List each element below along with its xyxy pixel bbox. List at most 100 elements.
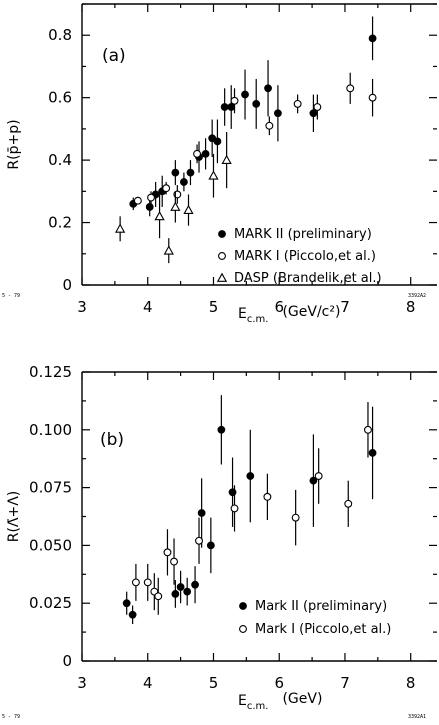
x-axis-label-unit: (GeV): [282, 691, 322, 707]
x-tick-label: 8: [406, 298, 416, 316]
data-point: [206, 541, 215, 550]
data-point: [313, 103, 322, 111]
data-point: [176, 583, 185, 591]
data-point: [154, 592, 163, 601]
x-tick-label: 3: [77, 298, 87, 316]
legend-label: Mark II (preliminary): [255, 599, 387, 614]
x-tick-label: 5: [209, 298, 219, 316]
y-tick-label: 0.2: [48, 214, 72, 232]
data-point: [265, 121, 274, 130]
y-tick-label: 0.6: [48, 89, 72, 107]
data-point: [252, 100, 261, 108]
data-point: [183, 587, 192, 596]
data-point: [133, 196, 142, 205]
data-point: [227, 103, 236, 111]
chart-panel-a: 3 4 5 6 7 8 0 0.2 0.4 0.6 0.8 R(p̄+p) Ec.m. (GeV/c²) (…: [2, 3, 437, 325]
data-point: [128, 610, 137, 619]
data-point: [179, 178, 188, 186]
data-point: [217, 425, 226, 434]
legend-label: MARK II (preliminary): [234, 227, 372, 242]
data-point: [171, 590, 180, 598]
x-tick-label: 8: [406, 674, 416, 692]
data-point: [191, 580, 199, 589]
data-point: [364, 425, 372, 434]
x-tick-label: 3: [77, 674, 87, 692]
data-point: [201, 149, 210, 158]
legend: MARK II (preliminary) MARK I (Piccolo,et …: [216, 227, 382, 286]
data-point: [170, 557, 178, 566]
x-tick-label: 7: [340, 298, 350, 316]
series-2: [114, 132, 232, 264]
data-point: [186, 168, 195, 177]
x-axis-label-sub: c.m.: [247, 314, 269, 325]
data-point: [163, 548, 172, 557]
legend-label: DASP (Brandelik,et al.): [234, 271, 382, 286]
data-point: [346, 84, 355, 93]
corner-code-left: 5 - 79: [2, 293, 20, 299]
legend-marker: [239, 625, 247, 633]
legend-marker: [218, 230, 226, 238]
data-point: [368, 34, 377, 43]
data-point: [241, 90, 249, 99]
data-point: [162, 184, 171, 193]
legend-marker: [216, 272, 228, 282]
data-point: [147, 193, 155, 202]
data-point: [213, 137, 222, 146]
data-point: [208, 170, 219, 180]
y-tick-label: 0: [62, 652, 72, 670]
series-1: [133, 72, 377, 205]
data-point: [309, 109, 318, 118]
x-axis-label-main: E: [238, 693, 247, 709]
data-point: [145, 203, 154, 211]
data-point: [193, 149, 201, 158]
data-point: [263, 492, 272, 501]
panel-label: (a): [102, 46, 126, 66]
data-point: [220, 103, 229, 111]
data-point: [154, 210, 165, 221]
y-tick-label: 0.8: [48, 26, 72, 44]
x-axis-label-main: E: [238, 306, 247, 322]
data-point: [183, 204, 194, 214]
y-tick-label: 0.050: [29, 536, 72, 554]
x-tick-label: 4: [143, 674, 153, 692]
data-point: [131, 578, 140, 587]
data-point: [230, 96, 239, 105]
data-point: [368, 93, 377, 102]
corner-code-right: 3392A1: [408, 714, 426, 720]
data-point: [293, 99, 302, 108]
x-tick-label: 4: [143, 298, 153, 316]
data-point: [122, 599, 131, 608]
x-axis-label-unit: (GeV/c²): [282, 304, 340, 320]
corner-code-left: 5 - 79: [2, 714, 20, 720]
y-tick-label: 0: [62, 276, 72, 294]
x-tick-label: 6: [274, 298, 284, 316]
data-point: [171, 168, 180, 177]
y-tick-label: 0.100: [29, 421, 72, 439]
data-point: [368, 449, 377, 457]
legend-label: Mark I (Piccolo,et al.): [255, 622, 391, 637]
legend-marker: [239, 602, 247, 610]
x-axis-label: Ec.m. (GeV): [238, 691, 322, 712]
data-point: [221, 154, 232, 165]
data-point: [170, 201, 181, 211]
series-0: [122, 395, 377, 625]
legend-label: MARK I (Piccolo,et al.): [234, 249, 376, 264]
y-tick-label: 0.125: [29, 363, 72, 381]
data-point: [143, 578, 152, 587]
x-tick-label: 5: [209, 674, 219, 692]
y-tick-label: 0.025: [29, 594, 72, 612]
legend: Mark II (preliminary) Mark I (Piccolo,et …: [239, 599, 391, 637]
data-point: [114, 223, 126, 233]
chart-panel-b: 3 4 5 6 7 8 0 0.025 0.050 0.075 0.100 0.125 R(Λ̄+Λ) E…: [2, 363, 437, 720]
x-tick-label: 7: [340, 674, 350, 692]
data-point: [264, 84, 272, 93]
data-point: [195, 536, 203, 545]
x-axis-label: Ec.m. (GeV/c²): [238, 304, 340, 325]
corner-code-right: 3392A2: [408, 293, 426, 299]
y-tick-label: 0.4: [48, 151, 72, 169]
x-tick-label: 6: [274, 674, 284, 692]
data-point: [309, 476, 318, 485]
x-axis-label-sub: c.m.: [247, 701, 269, 712]
data-point: [291, 513, 300, 522]
